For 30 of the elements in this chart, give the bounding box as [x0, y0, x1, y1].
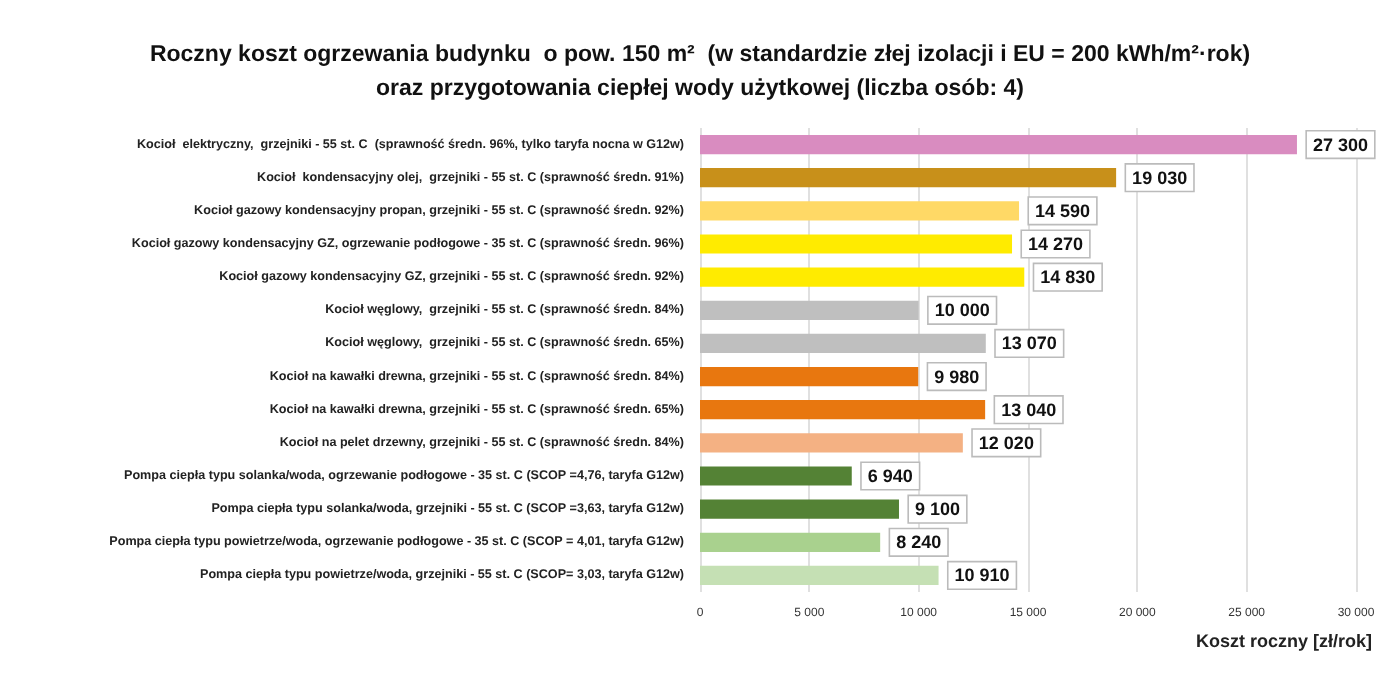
data-label: 13 070 — [1001, 333, 1057, 354]
data-label: 6 940 — [867, 466, 913, 486]
data-label: 8 240 — [896, 532, 942, 553]
bar — [700, 201, 1020, 221]
chart-title: Roczny koszt ogrzewania budynku o pow. 150 m² (w standardzie złej izolacji i EU = 200 kWh/m²·rok) oraz przygotowania ciepłej wody użytkowej (liczba osób: 4) — [149, 43, 1251, 101]
bar — [700, 234, 1013, 254]
data-label: 9 100 — [914, 499, 961, 520]
bar — [700, 168, 1117, 188]
bar — [700, 565, 939, 586]
data-label: 19 030 — [1132, 167, 1188, 188]
bar — [700, 366, 919, 387]
bar — [700, 466, 852, 486]
bar — [700, 134, 1297, 155]
data-label: 13 040 — [1001, 399, 1057, 420]
data-label: 14 270 — [1028, 234, 1084, 254]
bar — [700, 532, 881, 552]
bar — [700, 433, 963, 453]
bar — [700, 499, 899, 519]
data-label: 27 300 — [1312, 134, 1369, 155]
data-label: 14 830 — [1040, 267, 1096, 288]
data-label: 14 590 — [1035, 200, 1091, 221]
bar — [700, 333, 986, 354]
data-label: 12 020 — [978, 432, 1034, 453]
bar — [700, 400, 986, 420]
bar — [700, 267, 1025, 287]
data-label: 9 980 — [934, 366, 980, 387]
bar — [700, 300, 919, 320]
x-axis-title: Koszt roczny [zł/rok] — [1195, 631, 1372, 651]
data-label: 10 000 — [934, 300, 990, 321]
data-label: 10 910 — [954, 565, 1010, 586]
